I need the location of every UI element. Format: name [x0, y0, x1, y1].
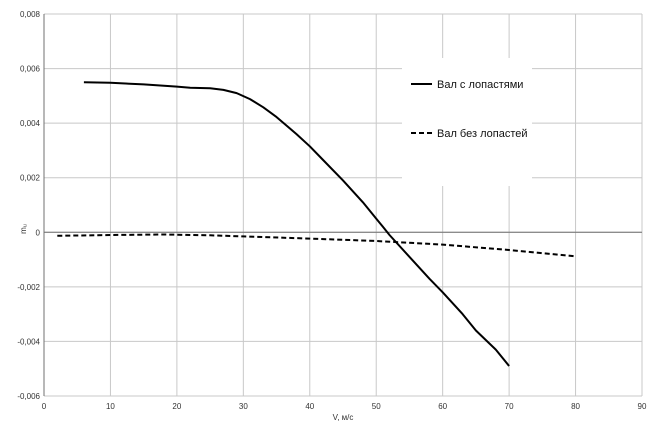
- y-tick-label: 0,008: [20, 10, 41, 19]
- legend-label-series-1: Вал с лопастями: [437, 79, 523, 91]
- y-tick-label: -0,002: [17, 283, 40, 292]
- y-axis-title: mᵤ: [19, 224, 28, 234]
- x-tick-label: 50: [372, 402, 381, 411]
- x-tick-label: 20: [172, 402, 181, 411]
- y-tick-label: 0,002: [20, 174, 41, 183]
- x-tick-labels: 0 10 20 30 40 50 60 70 80 90: [42, 402, 647, 411]
- x-tick-label: 10: [106, 402, 115, 411]
- x-tick-label: 40: [305, 402, 314, 411]
- y-tick-label: -0,006: [17, 392, 40, 401]
- y-tick-label: -0,004: [17, 337, 40, 346]
- x-tick-label: 0: [42, 402, 47, 411]
- series-line-1: [83, 81, 510, 367]
- legend-background: [402, 58, 532, 186]
- grid: [43, 13, 643, 397]
- x-tick-label: 70: [505, 402, 514, 411]
- y-tick-label: 0: [36, 228, 41, 237]
- y-tick-label: 0,006: [20, 65, 41, 74]
- x-tick-label: 30: [239, 402, 248, 411]
- series-lines: [57, 81, 576, 367]
- series-line-2: [57, 233, 576, 258]
- y-tick-labels: -0,006 -0,004 -0,002 0 0,002 0,004 0,006 0,008: [17, 10, 40, 401]
- legend-label-series-2: Вал без лопастей: [437, 128, 528, 140]
- axes: [43, 14, 642, 396]
- x-tick-label: 60: [438, 402, 447, 411]
- y-tick-label: 0,004: [20, 119, 41, 128]
- x-tick-label: 80: [571, 402, 580, 411]
- x-axis-title: V, м/с: [333, 413, 354, 422]
- x-tick-label: 90: [638, 402, 647, 411]
- legend: Вал с лопастями Вал без лопастей: [402, 58, 532, 186]
